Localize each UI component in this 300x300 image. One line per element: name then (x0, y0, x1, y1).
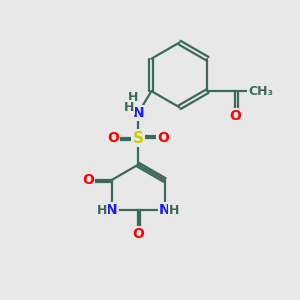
Text: S: S (133, 131, 144, 146)
Text: O: O (107, 131, 119, 145)
Text: H: H (97, 204, 107, 217)
Text: O: O (230, 109, 242, 123)
Text: N: N (132, 106, 144, 120)
Text: O: O (82, 173, 94, 187)
Text: CH₃: CH₃ (248, 85, 273, 98)
Text: H: H (169, 204, 179, 217)
Text: N: N (106, 203, 118, 217)
Text: O: O (157, 131, 169, 145)
Text: O: O (132, 226, 144, 241)
Text: H: H (128, 91, 138, 104)
Text: H: H (124, 101, 134, 114)
Text: N: N (159, 203, 170, 217)
